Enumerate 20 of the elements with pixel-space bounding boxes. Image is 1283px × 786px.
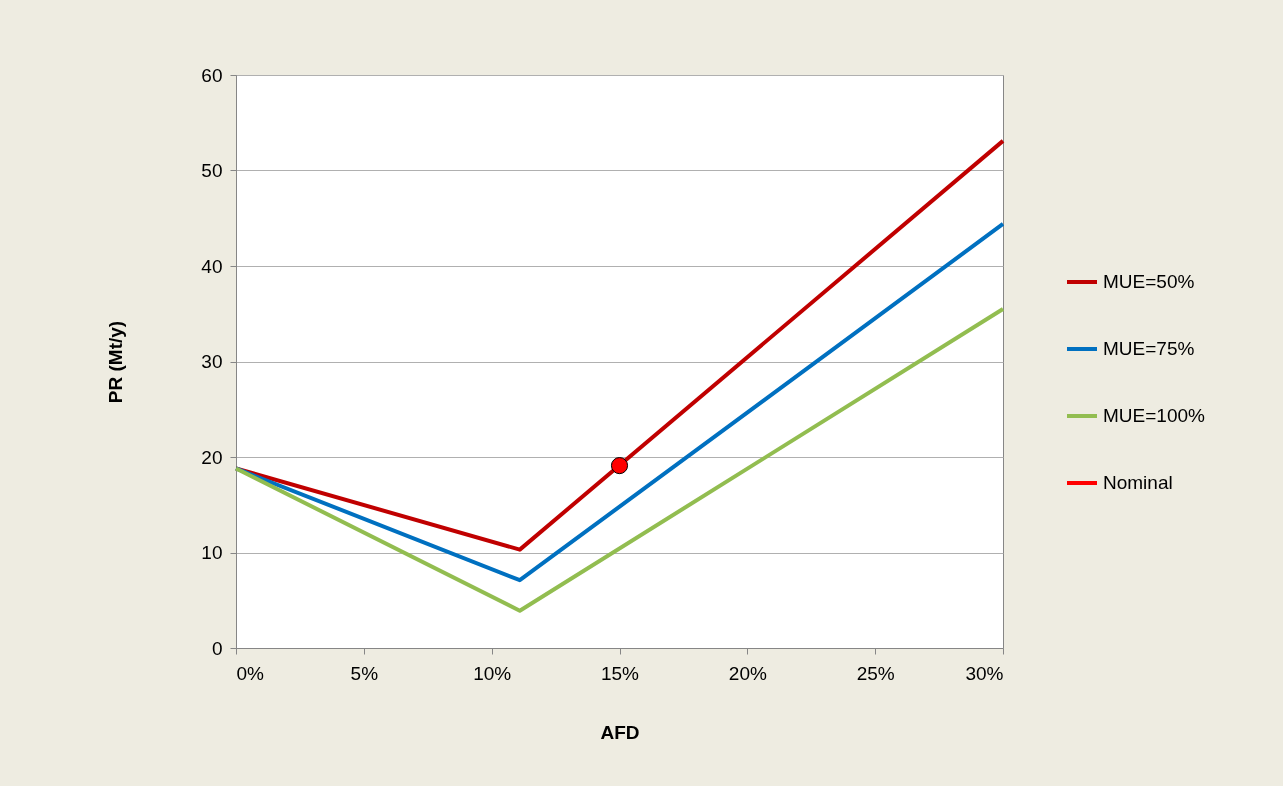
x-tick-label: 25%	[856, 662, 895, 684]
legend-label: MUE=75%	[1103, 338, 1195, 359]
x-tick-label: 20%	[728, 662, 767, 684]
x-axis-title: AFD	[600, 721, 640, 743]
x-tick-label: 15%	[600, 662, 640, 684]
y-tick-label: 20	[201, 446, 223, 468]
x-tick-label: 5%	[350, 662, 379, 684]
legend-label: Nominal	[1103, 472, 1173, 493]
y-tick-label: 10	[201, 542, 223, 563]
y-tick-label: 40	[201, 255, 223, 277]
x-tick-label: 0%	[236, 662, 265, 684]
y-tick-label: 50	[201, 160, 223, 181]
legend-label: MUE=50%	[1103, 271, 1195, 292]
y-tick-label: 60	[201, 64, 223, 86]
y-tick-label: 0	[211, 637, 223, 659]
y-tick-label: 30	[201, 351, 223, 372]
x-tick-label: 10%	[473, 662, 512, 684]
legend-label: MUE=100%	[1103, 405, 1206, 426]
x-tick-label: 30%	[965, 662, 1004, 684]
y-axis-title: PR (Mt/y)	[105, 320, 127, 404]
